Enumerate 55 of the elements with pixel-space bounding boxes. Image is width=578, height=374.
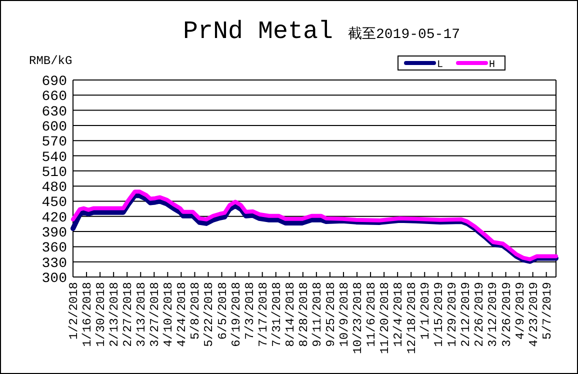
x-tick-label: 7/3/2018 (242, 282, 257, 340)
y-tick-label: 510 (42, 164, 67, 181)
x-tick-label: 10/9/2018 (337, 282, 352, 347)
x-tick-label: 1/29/2019 (446, 282, 460, 347)
x-tick-label: 7/17/2018 (256, 282, 270, 347)
y-tick-label: 480 (42, 180, 67, 196)
x-tick-label: 4/9/2019 (513, 282, 528, 340)
y-tick-label: 630 (42, 104, 67, 120)
y-tick-label: 660 (42, 89, 67, 106)
x-tick-label: 12/4/2018 (392, 282, 406, 347)
x-tick-label: 4/24/2018 (175, 282, 190, 347)
y-tick-label: 390 (42, 226, 67, 242)
x-tick-label: 5/7/2019 (540, 282, 554, 340)
x-tick-label: 8/14/2018 (283, 282, 298, 347)
legend-label: H (489, 60, 496, 71)
x-tick-label: 2/26/2019 (472, 282, 487, 347)
x-tick-label: 9/25/2018 (324, 282, 338, 347)
x-tick-label: 1/15/2019 (432, 282, 446, 347)
y-tick-label: 420 (42, 210, 67, 226)
y-axis-title: RMB/kG (29, 54, 72, 68)
x-tick-label: 1/1/2019 (418, 282, 433, 340)
legend-label: L (437, 60, 444, 71)
x-tick-label: 7/31/2018 (270, 282, 284, 347)
x-tick-label: 1/16/2018 (80, 282, 95, 347)
x-tick-label: 1/2/2018 (67, 282, 81, 340)
y-tick-label: 330 (42, 256, 67, 272)
y-tick-label: 690 (42, 74, 67, 90)
x-tick-label: 3/12/2019 (486, 282, 500, 347)
x-tick-label: 4/23/2019 (526, 282, 541, 347)
x-tick-label: 3/13/2018 (134, 282, 149, 347)
y-tick-label: 570 (42, 134, 67, 151)
x-tick-label: 12/18/2018 (405, 282, 420, 354)
x-tick-label: 11/6/2018 (364, 282, 379, 347)
x-tick-label: 11/20/2018 (378, 282, 392, 354)
x-tick-label: 10/23/2018 (351, 282, 366, 354)
y-tick-label: 600 (42, 119, 67, 136)
y-tick-label: 300 (42, 271, 67, 287)
x-tick-label: 6/19/2018 (229, 282, 244, 347)
x-tick-label: 1/30/2018 (94, 282, 108, 347)
x-tick-label: 2/27/2018 (121, 282, 136, 347)
x-tick-label: 5/22/2018 (202, 282, 216, 347)
x-tick-label: 5/8/2018 (188, 282, 203, 340)
y-tick-label: 540 (42, 150, 67, 166)
x-tick-label: 6/5/2018 (216, 282, 230, 340)
x-tick-label: 9/11/2018 (310, 282, 324, 347)
x-tick-label: 3/27/2018 (148, 282, 162, 347)
y-tick-label: 450 (42, 195, 67, 212)
chart-title: PrNd Metal (182, 17, 334, 46)
x-tick-label: 8/28/2018 (296, 282, 311, 347)
y-tick-label: 360 (42, 240, 67, 257)
x-tick-label: 2/13/2018 (108, 282, 122, 347)
x-tick-label: 4/10/2018 (162, 282, 176, 347)
x-tick-label: 2/12/2019 (459, 282, 474, 347)
x-tick-label: 3/26/2019 (500, 282, 514, 347)
chart-subtitle: 截至2019-05-17 (348, 26, 460, 43)
